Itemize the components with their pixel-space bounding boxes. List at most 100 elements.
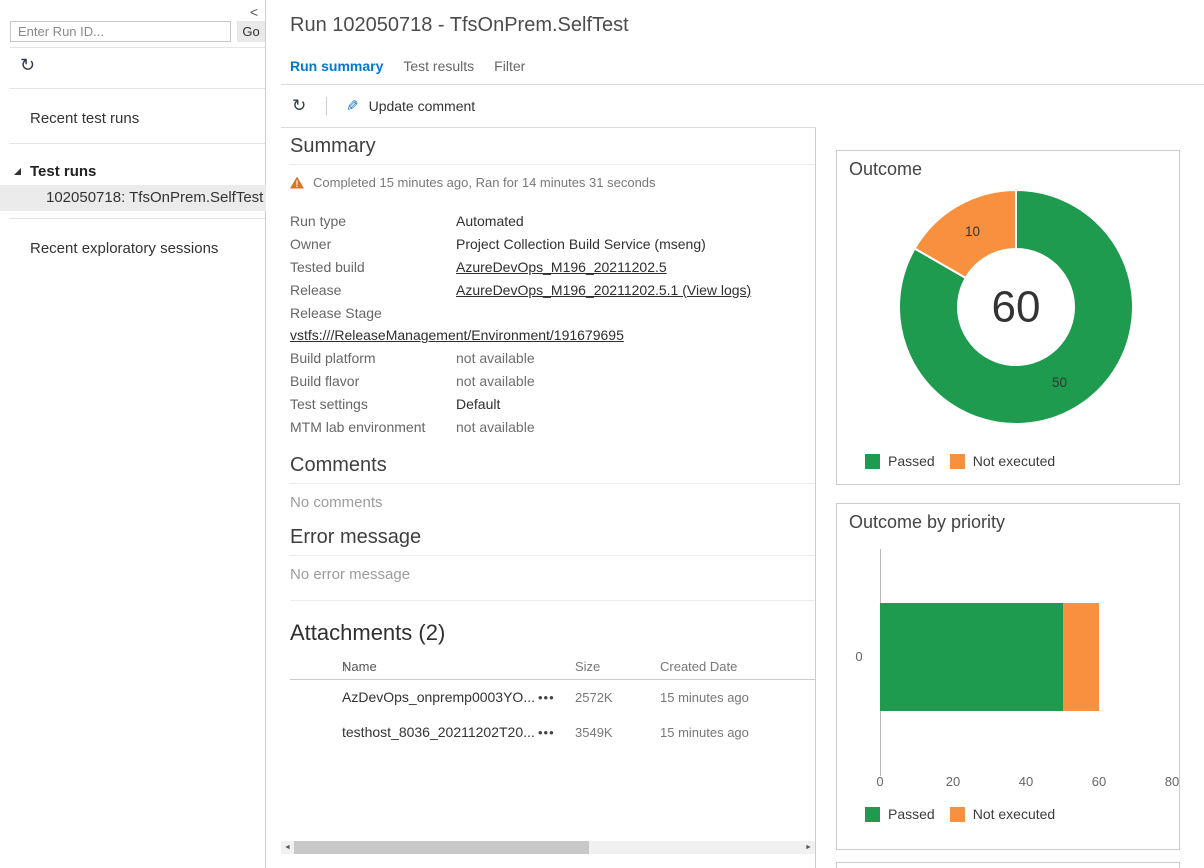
divider [10, 218, 265, 219]
scroll-right-icon[interactable]: ► [805, 844, 812, 851]
summary-field-row: Tested build AzureDevOps_M196_20211202.5 [290, 255, 815, 278]
horizontal-scrollbar[interactable]: ◄ ► [281, 841, 815, 854]
run-status-text: Completed 15 minutes ago, Ran for 14 min… [313, 175, 656, 190]
tree-expanded-icon[interactable] [14, 168, 21, 175]
column-header-created-date[interactable]: Created Date [660, 659, 738, 674]
sidebar-item-recent-exploratory-sessions[interactable]: Recent exploratory sessions [30, 240, 219, 257]
pencil-icon: ✎ [346, 98, 359, 115]
column-name-label: Name [342, 659, 377, 674]
priority-legend: Passed Not executed [865, 806, 1055, 822]
attachment-created-date: 15 minutes ago [660, 725, 749, 740]
field-label: MTM lab environment [290, 418, 426, 435]
sidebar-refresh-icon[interactable]: ↻ [20, 55, 36, 75]
outcome-by-priority-card-title: Outcome by priority [849, 512, 1006, 532]
summary-field-row: Run type Automated [290, 209, 815, 232]
legend-label: Not executed [972, 806, 1056, 822]
summary-field-row: Release AzureDevOps_M196_20211202.5.1 (Vi… [290, 278, 815, 301]
x-tick-label: 60 [1091, 774, 1107, 789]
partial-card [836, 862, 1180, 868]
field-value: not available [456, 372, 535, 389]
comments-empty-text: No comments [290, 494, 383, 511]
summary-field-row: Test settings Default [290, 392, 815, 415]
sidebar: < Go ↻ Recent test runs Test runs 102050… [0, 0, 266, 868]
x-tick-label: 40 [1018, 774, 1034, 789]
field-link[interactable]: AzureDevOps_M196_20211202.5 [456, 258, 667, 275]
legend-item-not-executed: Not executed [949, 453, 1056, 469]
divider [10, 47, 265, 48]
outcome-donut-chart: 50 10 60 [898, 188, 1134, 425]
legend-item-passed: Passed [865, 806, 935, 822]
donut-total-label: 60 [992, 283, 1041, 332]
attachments-rows: AzDevOps_onpremp0003YO... ••• 2572K 15 minu… [290, 680, 815, 750]
field-label: Tested build [290, 258, 365, 275]
attachment-name[interactable]: testhost_8036_20211202T20... [342, 724, 535, 740]
more-actions-icon[interactable]: ••• [538, 690, 555, 705]
attachment-created-date: 15 minutes ago [660, 690, 749, 705]
attachment-name[interactable]: AzDevOps_onpremp0003YO... [342, 689, 535, 705]
page-title: Run 102050718 - TfsOnPrem.SelfTest [290, 14, 629, 36]
field-value: Project Collection Build Service (mseng) [456, 235, 706, 252]
bar-segment-not-executed [1062, 603, 1099, 711]
sidebar-item-recent-test-runs[interactable]: Recent test runs [30, 110, 140, 127]
attachments-heading: Attachments (2) [290, 620, 446, 645]
tab-run-summary[interactable]: Run summary [290, 58, 384, 74]
outcome-by-priority-card: Outcome by priority Passed Not executed 0… [836, 503, 1180, 850]
scrollbar-thumb[interactable] [294, 841, 589, 854]
donut-segment-passed [898, 188, 1134, 425]
attachment-size: 2572K [575, 690, 613, 705]
divider [10, 143, 265, 144]
attachment-row: AzDevOps_onpremp0003YO... ••• 2572K 15 minu… [290, 680, 815, 715]
field-value: Automated [456, 212, 524, 229]
legend-label: Passed [888, 806, 935, 822]
field-value: not available [456, 418, 535, 435]
update-comment-button[interactable]: ✎ Update comment [346, 97, 475, 115]
attachment-size: 3549K [575, 725, 613, 740]
summary-heading: Summary [290, 128, 815, 165]
tab-filter[interactable]: Filter [494, 58, 526, 74]
divider [281, 127, 816, 128]
field-value: Default [456, 395, 501, 412]
sidebar-item-selected-run[interactable]: 102050718: TfsOnPrem.SelfTest [0, 185, 266, 211]
run-id-input[interactable] [10, 21, 231, 42]
warning-icon: ! [290, 176, 304, 189]
column-header-size[interactable]: Size [575, 659, 601, 674]
sort-asc-icon: ↑ [342, 659, 349, 674]
donut-value-label: 50 [1052, 375, 1067, 390]
outcome-card-title: Outcome [849, 159, 923, 179]
legend-item-passed: Passed [865, 453, 935, 469]
summary-field-row: Build platform not available [290, 346, 815, 369]
field-value: not available [456, 349, 535, 366]
outcome-card: Outcome Passed Not executed 50 10 60 [836, 150, 1180, 485]
summary-field-row: Owner Project Collection Build Service (m… [290, 232, 815, 255]
summary-field-row: MTM lab environment not available [290, 415, 815, 438]
go-button[interactable]: Go [237, 21, 265, 42]
x-tick-label: 80 [1164, 774, 1180, 789]
donut-value-label: 10 [965, 224, 980, 239]
field-label: Test settings [290, 395, 368, 412]
legend-label: Not executed [972, 453, 1056, 469]
donut-segment-not-executed [913, 188, 1017, 280]
legend-swatch [865, 806, 880, 822]
toolbar-refresh-icon[interactable]: ↻ [292, 96, 307, 115]
outcome-legend: Passed Not executed [865, 453, 1055, 469]
legend-item-not-executed: Not executed [949, 806, 1056, 822]
run-status-row: ! Completed 15 minutes ago, Ran for 14 m… [290, 175, 815, 190]
legend-label: Passed [888, 453, 935, 469]
tab-test-results[interactable]: Test results [403, 58, 475, 74]
scroll-left-icon[interactable]: ◄ [284, 844, 291, 851]
sidebar-collapse-icon[interactable]: < [249, 4, 258, 20]
field-label: Owner [290, 235, 332, 252]
legend-swatch [949, 453, 965, 469]
field-link[interactable]: vstfs:///ReleaseManagement/Environment/1… [290, 327, 624, 343]
x-tick-label: 20 [945, 774, 961, 789]
sidebar-tree-test-runs[interactable]: Test runs [30, 163, 97, 180]
comments-heading: Comments [290, 447, 815, 484]
divider [10, 88, 265, 89]
more-actions-icon[interactable]: ••• [538, 725, 555, 740]
divider [326, 97, 327, 115]
summary-field-link-row: vstfs:///ReleaseManagement/Environment/1… [290, 324, 815, 346]
field-link[interactable]: AzureDevOps_M196_20211202.5.1 (View logs… [456, 281, 752, 298]
x-tick-label: 0 [876, 774, 884, 789]
tab-bar: Run summary Test results Filter [290, 58, 525, 74]
field-label: Build flavor [290, 372, 360, 389]
